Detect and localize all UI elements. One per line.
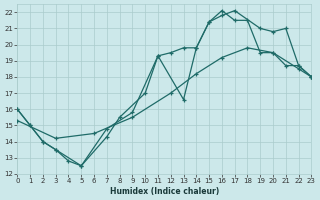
X-axis label: Humidex (Indice chaleur): Humidex (Indice chaleur) bbox=[110, 187, 219, 196]
